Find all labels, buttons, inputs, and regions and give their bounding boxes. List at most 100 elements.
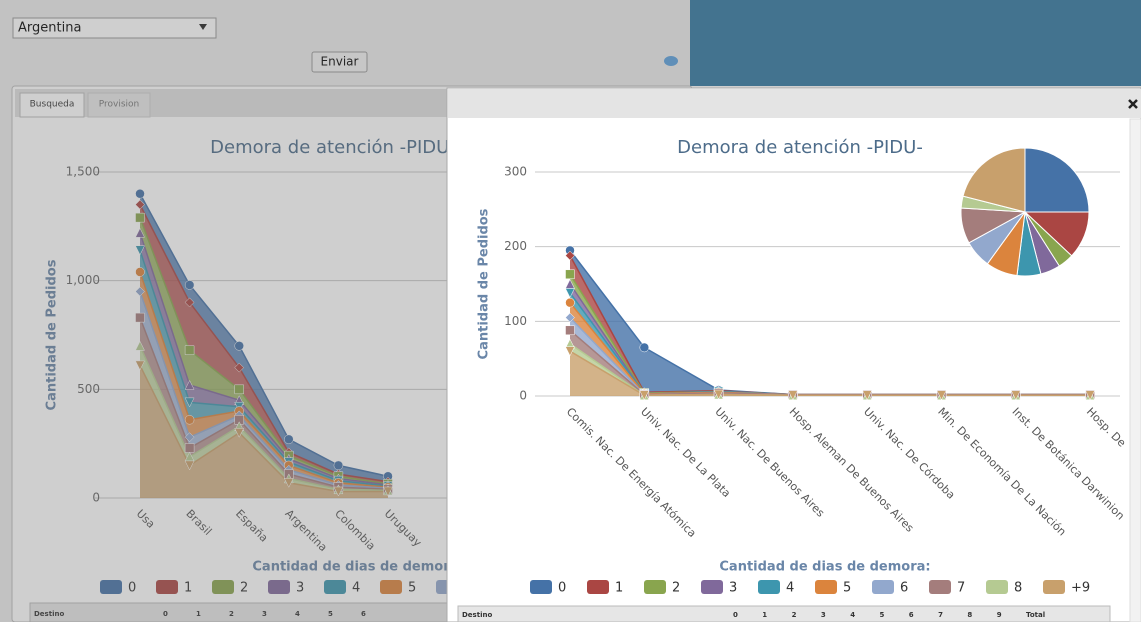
marker — [184, 345, 195, 355]
tab-label: Provision — [99, 100, 140, 110]
x-axis-label: Cantidad de dias de demora: — [719, 560, 930, 575]
legend-label: 0 — [128, 581, 136, 596]
marker — [284, 434, 294, 445]
area — [570, 351, 1091, 396]
pie-slice — [962, 147, 1026, 213]
legend-label: 4 — [352, 581, 360, 596]
close-button[interactable] — [1128, 99, 1138, 109]
y-tick-label: 0 — [519, 389, 527, 403]
marker — [639, 342, 650, 353]
marker — [1085, 390, 1096, 401]
legend-label: 2 — [240, 581, 248, 596]
legend-label: 5 — [843, 581, 851, 596]
line — [139, 204, 389, 483]
marker — [639, 390, 650, 401]
tab[interactable] — [87, 92, 151, 118]
legend-swatch — [530, 580, 552, 594]
line — [139, 193, 389, 477]
legend-swatch — [815, 580, 837, 594]
y-tick-label: 1,000 — [66, 273, 100, 287]
legend-swatch — [758, 580, 780, 594]
modal-titlebar — [448, 89, 1141, 118]
submit-button[interactable] — [311, 51, 368, 73]
marker — [184, 280, 195, 290]
line — [139, 291, 389, 489]
area — [140, 317, 388, 491]
marker — [135, 212, 145, 223]
table-header-cell: 6 — [361, 610, 366, 618]
chat-icon[interactable] — [664, 56, 678, 66]
marker — [135, 245, 145, 256]
table-header-cell: 5 — [880, 611, 885, 619]
tab-active[interactable] — [19, 92, 85, 118]
line — [139, 232, 389, 486]
marker — [1010, 390, 1021, 401]
legend-swatch — [324, 580, 346, 594]
marker — [565, 346, 575, 357]
select-text: Argentina — [18, 21, 81, 36]
x-axis-label: Cantidad de dias de demora: — [252, 560, 463, 575]
button-text: Enviar — [321, 55, 359, 69]
legend-label: 3 — [729, 581, 737, 596]
line — [139, 365, 388, 493]
marker — [135, 340, 145, 351]
table-header-cell: Total — [1026, 611, 1045, 619]
legend-label: 8 — [1014, 581, 1022, 596]
marker — [135, 360, 145, 371]
legend-label: 1 — [184, 581, 192, 596]
table-header-cell: 0 — [163, 610, 168, 618]
legend-label: 7 — [957, 581, 965, 596]
table-header-cell: 3 — [262, 610, 267, 618]
marker — [135, 286, 145, 297]
marker — [234, 415, 244, 425]
area — [140, 204, 388, 484]
marker — [184, 432, 195, 443]
marker — [383, 486, 393, 497]
marker — [135, 267, 145, 277]
y-tick-label: 300 — [504, 165, 527, 179]
tab-label: Busqueda — [30, 100, 75, 110]
table-header-cell: 2 — [792, 611, 797, 619]
marker — [184, 415, 195, 425]
marker — [234, 362, 245, 373]
table-header-cell: Destino — [34, 610, 64, 618]
marker — [862, 390, 873, 401]
legend-label: 5 — [408, 581, 416, 596]
marker — [184, 297, 195, 308]
y-tick-label: 200 — [504, 239, 527, 253]
y-tick-label: 500 — [77, 382, 100, 396]
legend-label: 1 — [615, 581, 623, 596]
marker — [184, 379, 195, 390]
country-select[interactable] — [12, 17, 217, 39]
legend-swatch — [212, 580, 234, 594]
marker — [135, 227, 145, 238]
legend-swatch — [929, 580, 951, 594]
header-blue — [690, 0, 1141, 86]
table-header-cell: 3 — [821, 611, 826, 619]
table-header-cell: 1 — [762, 611, 767, 619]
y-tick-label: 0 — [92, 491, 100, 505]
marker — [283, 478, 294, 488]
line — [139, 345, 389, 492]
y-tick-label: 1,500 — [66, 165, 100, 179]
marker — [184, 443, 195, 453]
line — [139, 217, 389, 485]
legend-label: 3 — [296, 581, 304, 596]
select-arrow — [199, 24, 207, 30]
marker — [565, 288, 575, 299]
y-axis-label: Cantidad de Pedidos — [45, 259, 60, 410]
table-header-cell: 4 — [850, 611, 855, 619]
y-axis-label: Cantidad de Pedidos — [477, 208, 492, 359]
marker — [787, 390, 798, 401]
table-header-cell: 4 — [295, 610, 300, 618]
scrollbar[interactable] — [1129, 118, 1141, 622]
legend-swatch — [986, 580, 1008, 594]
marker — [135, 312, 145, 323]
table-header-cell: 8 — [967, 611, 972, 619]
chart-title: Demora de atención -PIDU- — [677, 137, 923, 158]
marker — [936, 390, 947, 401]
chart-title: Demora de atención -PIDU- — [210, 137, 456, 158]
legend-swatch — [701, 580, 723, 594]
